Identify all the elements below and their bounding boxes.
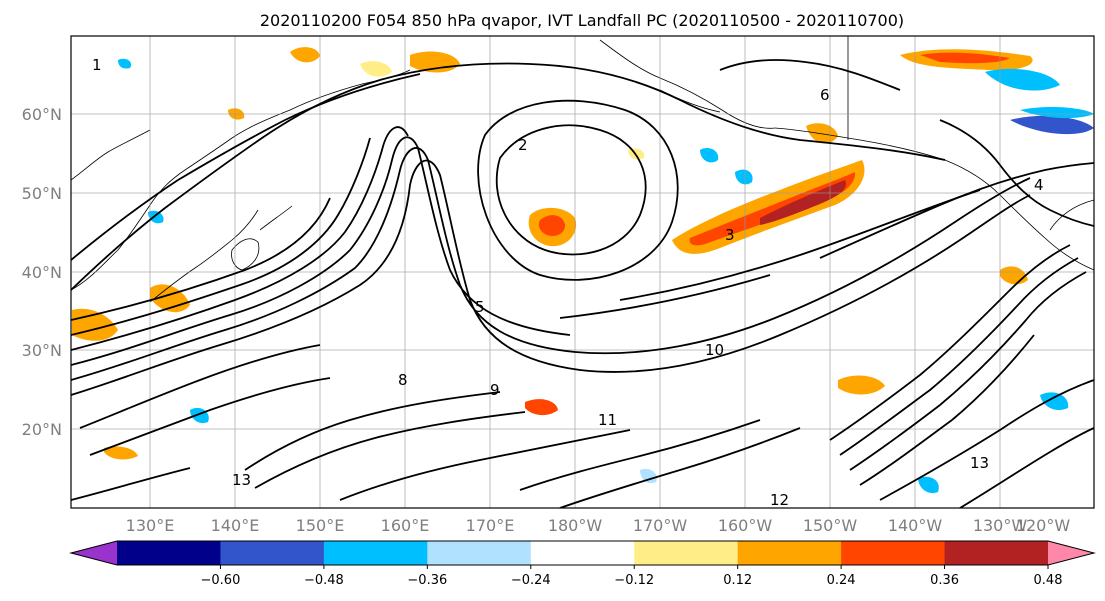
colorbar-swatch	[841, 541, 946, 565]
colorbar-swatch	[737, 541, 842, 565]
lat-label: 50°N	[22, 184, 62, 203]
latitude-labels: 60°N 50°N 40°N 30°N 20°N	[22, 105, 62, 439]
colorbar-tick-label: 0.48	[1034, 573, 1063, 588]
lon-label: 160°W	[718, 516, 773, 535]
colorbar-swatch	[323, 541, 428, 565]
colorbar-swatch	[634, 541, 739, 565]
lon-label: 150°E	[296, 516, 345, 535]
lat-label: 20°N	[22, 420, 62, 439]
colorbar-swatch	[530, 541, 635, 565]
colorbar-swatches	[71, 541, 1094, 565]
map-frame	[70, 35, 1095, 509]
lat-label: 60°N	[22, 105, 62, 124]
colorbar-outline	[69, 540, 1096, 566]
lon-label: 150°W	[803, 516, 858, 535]
colorbar-tick-label: −0.36	[407, 573, 447, 588]
positive-anomaly-shading	[72, 47, 1033, 460]
colorbar-swatch	[944, 541, 1049, 565]
colorbar-swatch	[117, 541, 221, 565]
contour-label: 4	[1034, 176, 1044, 194]
ivt-contours	[71, 59, 1094, 508]
lon-label: 140°E	[211, 516, 260, 535]
colorbar-ticks: −0.60 −0.48 −0.36 −0.24 −0.12 0.12 0.24 0.36 0.4…	[201, 565, 1063, 588]
contour-label: 12	[770, 491, 789, 509]
colorbar-tick-label: 0.24	[827, 573, 856, 588]
lon-label: 120°W	[1016, 516, 1071, 535]
map-title: 2020110200 F054 850 hPa qvapor, IVT Land…	[260, 11, 904, 30]
contour-label: 3	[725, 226, 735, 244]
lon-label: 180°W	[548, 516, 603, 535]
longitude-labels: 130°E 140°E 150°E 160°E 170°E 180°W 170°…	[126, 516, 1071, 535]
contour-label: 13	[970, 454, 989, 472]
lon-label: 130°W	[973, 516, 1028, 535]
colorbar-tick-label: −0.48	[304, 573, 344, 588]
map-panel: 1 2 3 4 5 6 8 9 10 11 12 13 13	[70, 35, 1095, 509]
coastlines	[71, 36, 1094, 303]
lon-label: 130°E	[126, 516, 175, 535]
contour-label: 13	[232, 471, 251, 489]
colorbar-tick-label: 0.36	[930, 573, 959, 588]
colorbar-swatch	[220, 541, 325, 565]
colorbar-tick-label: 0.12	[723, 573, 752, 588]
colorbar-tick-label: −0.12	[614, 573, 654, 588]
gridlines	[71, 36, 1094, 508]
contour-label: 6	[820, 86, 830, 104]
lon-label: 170°W	[633, 516, 688, 535]
contour-labels: 1 2 3 4 5 6 8 9 10 11 12 13 13	[92, 56, 1044, 509]
colorbar-extend-high	[1048, 541, 1094, 565]
contour-label: 5	[475, 298, 485, 316]
colorbar-tick-label: −0.24	[511, 573, 551, 588]
contour-label: 11	[598, 411, 617, 429]
lat-label: 30°N	[22, 341, 62, 360]
contour-label: 9	[490, 381, 500, 399]
lat-label: 40°N	[22, 263, 62, 282]
contour-label: 8	[398, 371, 408, 389]
colorbar-tick-label: −0.60	[201, 573, 241, 588]
contour-label: 2	[518, 136, 528, 154]
contour-label: 1	[92, 56, 102, 74]
colorbar: −0.60 −0.48 −0.36 −0.24 −0.12 0.12 0.24 0.36 0.4…	[69, 540, 1096, 588]
colorbar-swatch	[427, 541, 532, 565]
negative-anomaly-shading	[118, 58, 1094, 494]
contour-label: 10	[705, 341, 724, 359]
lon-label: 140°W	[888, 516, 943, 535]
lon-label: 160°E	[381, 516, 430, 535]
colorbar-extend-low	[71, 541, 117, 565]
lon-label: 170°E	[466, 516, 515, 535]
